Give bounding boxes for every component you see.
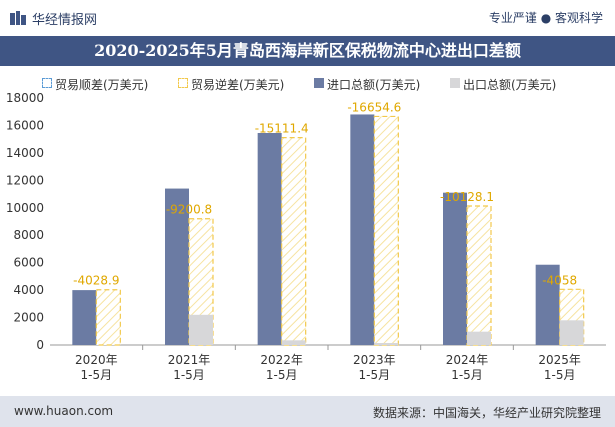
deficit-bar <box>95 289 121 346</box>
y-tick-label: 8000 <box>13 228 44 242</box>
import-bar <box>443 192 467 345</box>
y-tick-label: 12000 <box>6 173 44 187</box>
x-tick-label-sub: 1-5月 <box>359 368 391 382</box>
logo-icon <box>10 11 26 25</box>
import-bar <box>165 188 189 345</box>
legend-label-export: 出口总额(万美元) <box>463 78 557 92</box>
x-tick-label: 2023年 <box>353 353 396 367</box>
chart-title: 2020-2025年5月青岛西海岸新区保税物流中心进出口差额 <box>94 41 521 60</box>
legend-swatch-import <box>314 78 324 88</box>
legend-swatch-surplus <box>42 78 52 88</box>
deficit-bar <box>281 137 307 346</box>
export-bar <box>281 340 306 345</box>
deficit-data-label: -15111.4 <box>255 122 309 136</box>
import-bar <box>535 264 560 345</box>
slogan: 专业严谨 ● 客观科学 <box>488 11 603 25</box>
legend-swatch-export <box>450 78 460 88</box>
export-bar <box>467 331 491 345</box>
x-tick-label-sub: 1-5月 <box>451 368 483 382</box>
deficit-bar <box>373 115 399 346</box>
import-bar <box>350 114 375 345</box>
export-bar <box>559 320 584 345</box>
x-tick-label: 2024年 <box>446 353 489 367</box>
import-bar <box>257 132 282 345</box>
bar-chart: 0 2000 4000 6000 8000 10000 12000 14000 16000 180… <box>6 91 606 382</box>
data-source: 数据来源：中国海关，华经产业研究院整理 <box>372 406 601 420</box>
legend-label-import: 进口总额(万美元) <box>327 78 421 92</box>
x-tick-label: 2021年 <box>168 353 211 367</box>
website-url: www.huaon.com <box>14 404 114 418</box>
deficit-data-label: -4028.9 <box>73 274 119 288</box>
brand-name: 华经情报网 <box>32 13 98 28</box>
header: 华经情报网 专业严谨 ● 客观科学 <box>0 0 615 36</box>
x-tick-label: 2025年 <box>538 353 581 367</box>
y-tick-label: 6000 <box>13 256 44 270</box>
title-bar: 2020-2025年5月青岛西海岸新区保税物流中心进出口差额 <box>0 36 615 66</box>
y-tick-label: 18000 <box>6 91 44 105</box>
legend-label-surplus: 贸易顺差(万美元) <box>55 78 149 92</box>
legend-label-deficit: 贸易逆差(万美元) <box>191 78 285 92</box>
x-tick-label-sub: 1-5月 <box>173 368 205 382</box>
y-tick-label: 14000 <box>6 146 44 160</box>
deficit-bar <box>466 205 492 346</box>
y-tick-label: 2000 <box>13 311 44 325</box>
deficit-data-label: -10128.1 <box>440 190 494 204</box>
y-tick-label: 4000 <box>13 283 44 297</box>
deficit-data-label: -4058 <box>542 273 577 287</box>
deficit-data-label: -9200.8 <box>166 203 212 217</box>
x-tick-label-sub: 1-5月 <box>266 368 298 382</box>
y-tick-label: 0 <box>36 338 44 352</box>
x-tick-label-sub: 1-5月 <box>81 368 113 382</box>
x-tick-label-sub: 1-5月 <box>544 368 576 382</box>
import-bar <box>72 290 97 345</box>
y-tick-label: 16000 <box>6 118 44 132</box>
export-bar <box>189 314 213 345</box>
export-bar <box>374 343 399 345</box>
x-tick-label: 2020年 <box>75 353 118 367</box>
legend: 贸易顺差(万美元) 贸易逆差(万美元) 进口总额(万美元) 出口总额(万美元) <box>0 73 615 93</box>
deficit-data-label: -16654.6 <box>347 100 401 114</box>
x-tick-label: 2022年 <box>260 353 303 367</box>
legend-swatch-deficit <box>178 78 188 88</box>
y-tick-label: 10000 <box>6 201 44 215</box>
footer: www.huaon.com 数据来源：中国海关，华经产业研究院整理 <box>0 396 615 427</box>
